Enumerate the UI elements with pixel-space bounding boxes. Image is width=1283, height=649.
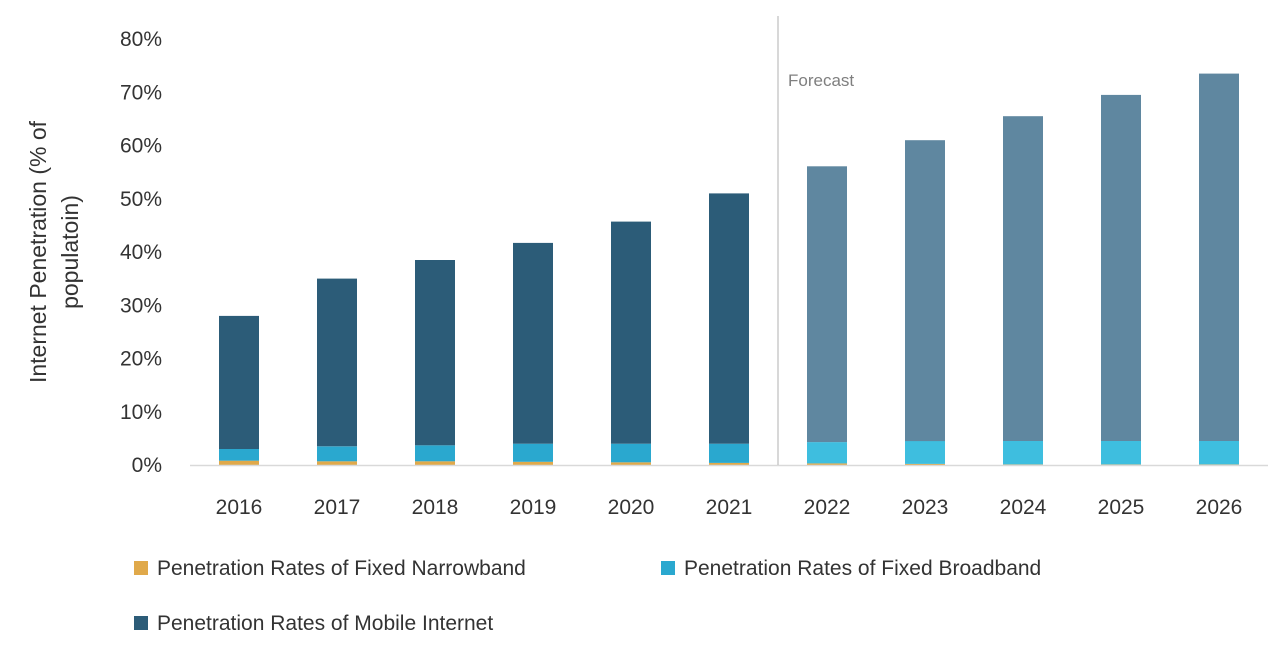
bar-segment-fixed-broadband-2017 [317, 446, 357, 462]
forecast-annotation: Forecast [777, 16, 854, 465]
forecast-label: Forecast [788, 71, 854, 90]
bar-segment-fixed-broadband-2021 [709, 443, 749, 463]
bar-segment-mobile-internet-2019 [513, 242, 553, 444]
bar-segment-fixed-narrowband-2017 [317, 461, 357, 465]
bar-segment-fixed-narrowband-2018 [415, 461, 455, 465]
bar-segment-fixed-broadband-2019 [513, 443, 553, 462]
bar-segment-mobile-internet-2017 [317, 278, 357, 447]
bar-segment-fixed-narrowband-2022 [807, 463, 847, 465]
bar-segment-fixed-broadband-2025 [1101, 441, 1141, 465]
y-tick-label: 10% [120, 401, 162, 424]
bar-segment-fixed-broadband-2024 [1003, 441, 1043, 465]
legend: Penetration Rates of Fixed Narrowband Pen… [134, 557, 1041, 635]
y-axis-title-line-2: populatoin) [57, 195, 83, 309]
y-tick-label: 50% [120, 188, 162, 211]
y-tick-label: 70% [120, 81, 162, 104]
bar-segment-mobile-internet-2020 [611, 221, 651, 444]
x-tick-label-2026: 2026 [1196, 496, 1243, 519]
x-tick-label-2018: 2018 [412, 496, 459, 519]
bar-segment-mobile-internet-2024 [1003, 116, 1043, 441]
bar-segment-mobile-internet-2022 [807, 166, 847, 443]
x-axis-ticks: 2016 2017 2018 2019 2020 2021 2022 2023 2024 2025… [216, 496, 1243, 519]
bar-segment-fixed-narrowband-2023 [905, 463, 945, 465]
bar-segment-mobile-internet-2023 [905, 140, 945, 442]
bar-segment-fixed-broadband-2022 [807, 442, 847, 464]
bar-segment-fixed-broadband-2020 [611, 443, 651, 463]
x-tick-label-2024: 2024 [1000, 496, 1047, 519]
x-tick-label-2017: 2017 [314, 496, 361, 519]
x-tick-label-2022: 2022 [804, 496, 851, 519]
legend-label-fixed-narrowband: Penetration Rates of Fixed Narrowband [157, 557, 526, 580]
bar-segment-mobile-internet-2026 [1199, 73, 1239, 441]
y-tick-label: 40% [120, 241, 162, 264]
y-axis-ticks: 0% 10% 20% 30% 40% 50% 60% 70% 80% [120, 28, 162, 477]
y-tick-label: 20% [120, 348, 162, 371]
x-tick-label-2025: 2025 [1098, 496, 1145, 519]
bars [190, 73, 1268, 467]
y-tick-label: 30% [120, 294, 162, 317]
legend-label-fixed-broadband: Penetration Rates of Fixed Broadband [684, 557, 1041, 580]
bar-segment-fixed-narrowband-2016 [219, 460, 259, 465]
legend-swatch-fixed-broadband [661, 561, 675, 575]
legend-swatch-fixed-narrowband [134, 561, 148, 575]
bar-segment-mobile-internet-2021 [709, 193, 749, 444]
bar-segment-fixed-broadband-2018 [415, 445, 455, 462]
bar-segment-fixed-broadband-2026 [1199, 441, 1239, 465]
x-tick-label-2021: 2021 [706, 496, 753, 519]
legend-swatch-mobile-internet [134, 616, 148, 630]
y-tick-label: 60% [120, 135, 162, 158]
bar-segment-fixed-broadband-2023 [905, 441, 945, 464]
y-axis-title-line-1: Internet Penetration (% of [25, 120, 51, 383]
bar-segment-fixed-narrowband-2019 [513, 461, 553, 465]
x-tick-label-2023: 2023 [902, 496, 949, 519]
x-tick-label-2019: 2019 [510, 496, 557, 519]
bar-segment-fixed-narrowband-2021 [709, 462, 749, 465]
bar-segment-fixed-narrowband-2020 [611, 462, 651, 465]
y-tick-label: 0% [132, 454, 162, 477]
bar-segment-mobile-internet-2016 [219, 315, 259, 449]
y-tick-label: 80% [120, 28, 162, 51]
bar-segment-fixed-broadband-2016 [219, 449, 259, 461]
y-axis-title: Internet Penetration (% of populatoin) [25, 120, 83, 383]
legend-label-mobile-internet: Penetration Rates of Mobile Internet [157, 612, 493, 635]
bar-segment-mobile-internet-2018 [415, 260, 455, 446]
bar-segment-mobile-internet-2025 [1101, 94, 1141, 442]
x-tick-label-2020: 2020 [608, 496, 655, 519]
x-tick-label-2016: 2016 [216, 496, 263, 519]
